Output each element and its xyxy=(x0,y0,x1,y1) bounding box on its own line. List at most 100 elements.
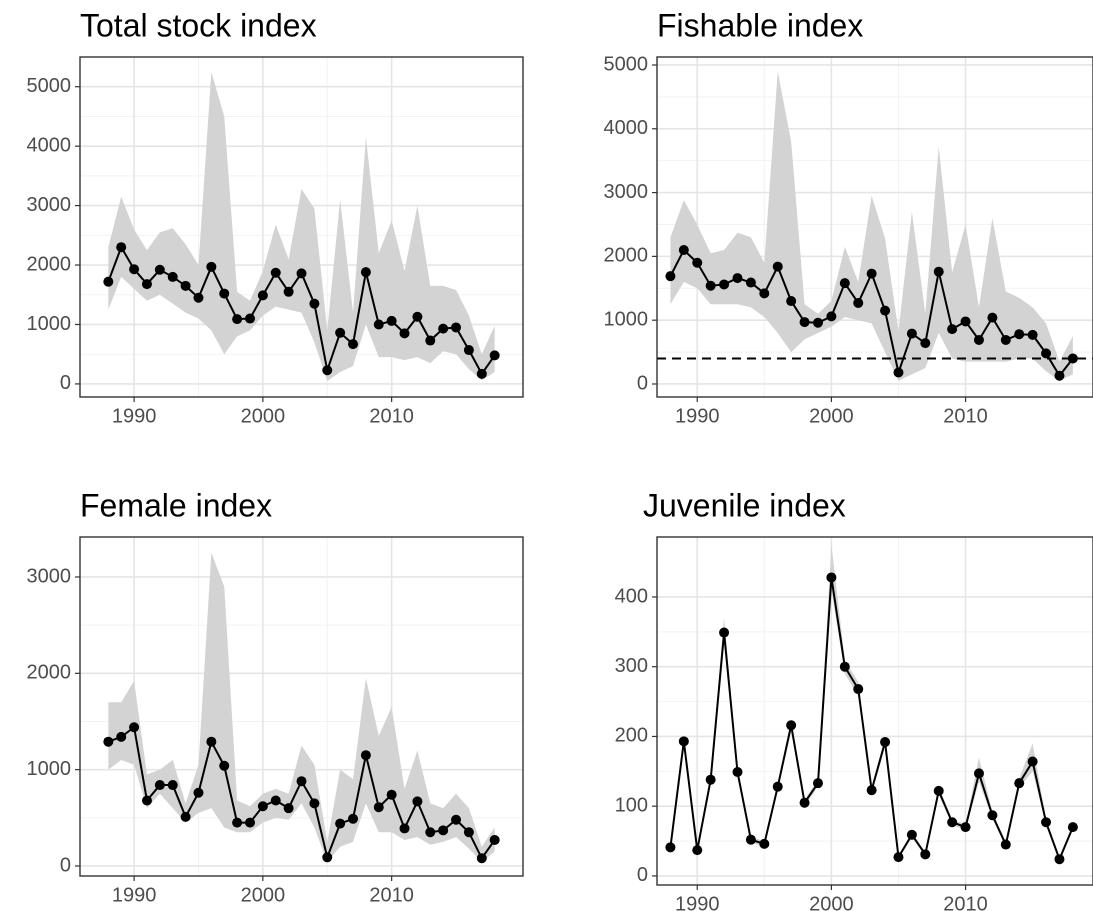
data-point xyxy=(309,298,320,309)
data-point xyxy=(906,829,917,840)
data-point xyxy=(373,802,384,813)
data-point xyxy=(399,823,410,834)
data-point xyxy=(129,722,140,733)
data-point xyxy=(219,760,230,771)
data-point xyxy=(665,842,676,853)
y-tick-label: 3000 xyxy=(27,194,72,216)
x-tick-label: 2010 xyxy=(943,405,988,427)
panel-border xyxy=(79,56,524,398)
data-point xyxy=(116,242,127,253)
data-point xyxy=(180,811,191,822)
y-tick-label: 100 xyxy=(615,794,648,816)
data-point xyxy=(360,267,371,278)
data-point xyxy=(933,266,944,277)
data-point xyxy=(193,292,204,303)
data-point xyxy=(451,814,462,825)
data-point xyxy=(732,273,743,284)
data-point xyxy=(451,322,462,333)
data-point xyxy=(839,661,850,672)
panel-title: Total stock index xyxy=(80,7,317,43)
y-tick-label: 2000 xyxy=(27,253,72,275)
data-point xyxy=(906,328,917,339)
y-tick-label: 5000 xyxy=(604,53,649,75)
y-tick-label: 0 xyxy=(637,864,648,886)
data-point xyxy=(348,813,359,824)
panel: Fishable index 0 1000 2000 3000 4000 5000 1990 2… xyxy=(604,7,1093,427)
data-point xyxy=(987,810,998,821)
data-point xyxy=(206,736,217,747)
y-tick-label: 0 xyxy=(60,854,71,876)
series-line xyxy=(669,577,1074,862)
data-point xyxy=(786,296,797,307)
panel-title: Juvenile index xyxy=(643,487,846,523)
panel-border xyxy=(656,56,1093,398)
data-point xyxy=(960,316,971,327)
data-point xyxy=(786,720,797,731)
data-point xyxy=(1067,822,1078,833)
data-point xyxy=(933,785,944,796)
data-point xyxy=(1041,817,1052,828)
data-point xyxy=(283,286,294,297)
data-point xyxy=(167,780,178,791)
data-point xyxy=(1014,778,1025,789)
data-point xyxy=(705,774,716,785)
data-point xyxy=(745,277,756,288)
data-point xyxy=(489,834,500,845)
data-point xyxy=(103,736,114,747)
data-point xyxy=(678,245,689,256)
x-tick-label: 2000 xyxy=(241,884,286,906)
data-point xyxy=(476,853,487,864)
data-point xyxy=(244,817,255,828)
panel-border xyxy=(79,536,524,877)
data-point xyxy=(1027,329,1038,340)
data-point xyxy=(665,271,676,282)
data-point xyxy=(232,314,243,325)
y-tick-label: 2000 xyxy=(27,662,72,684)
data-point xyxy=(772,261,783,272)
confidence-band xyxy=(108,71,495,381)
y-tick-label: 4000 xyxy=(27,134,72,156)
data-point xyxy=(360,750,371,761)
data-point xyxy=(853,297,864,308)
data-point xyxy=(987,312,998,323)
data-point xyxy=(438,323,449,334)
data-point xyxy=(1041,348,1052,359)
data-point xyxy=(880,305,891,316)
data-point xyxy=(386,315,397,326)
panel: Total stock index 0 1000 2000 3000 4000 5000 19… xyxy=(27,7,524,427)
data-point xyxy=(232,817,243,828)
y-tick-label: 3000 xyxy=(27,565,72,587)
data-point xyxy=(1014,329,1025,340)
data-point xyxy=(335,327,346,338)
data-point xyxy=(692,257,703,268)
x-tick-label: 2010 xyxy=(369,405,414,427)
data-point xyxy=(1000,334,1011,345)
data-point xyxy=(826,572,837,583)
data-point xyxy=(1027,756,1038,767)
data-point xyxy=(386,789,397,800)
data-point xyxy=(947,324,958,335)
x-tick-label: 1990 xyxy=(112,405,157,427)
data-point xyxy=(141,795,152,806)
y-tick-label: 0 xyxy=(637,372,648,394)
data-point xyxy=(193,787,204,798)
data-point xyxy=(257,290,268,301)
data-point xyxy=(839,278,850,289)
data-point xyxy=(1054,370,1065,381)
data-point xyxy=(973,334,984,345)
data-point xyxy=(947,817,958,828)
confidence-band xyxy=(670,71,1073,381)
y-tick-label: 4000 xyxy=(604,117,649,139)
x-tick-label: 2000 xyxy=(241,405,286,427)
data-point xyxy=(476,368,487,379)
data-point xyxy=(853,684,864,695)
data-point xyxy=(438,825,449,836)
data-point xyxy=(692,845,703,856)
y-tick-label: 5000 xyxy=(27,75,72,97)
x-tick-label: 2000 xyxy=(809,893,854,911)
data-point xyxy=(309,798,320,809)
data-point xyxy=(296,268,307,279)
data-point xyxy=(425,827,436,838)
